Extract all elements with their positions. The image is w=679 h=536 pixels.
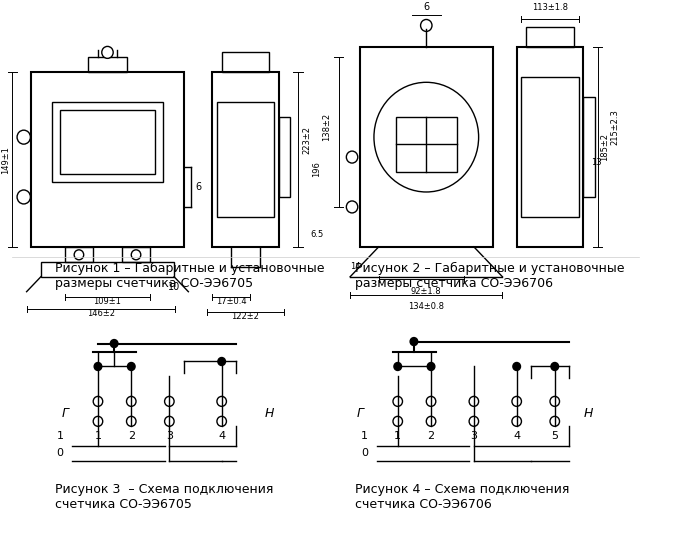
- Circle shape: [469, 416, 479, 426]
- Text: 196: 196: [312, 162, 321, 177]
- Text: 2: 2: [428, 431, 435, 441]
- Text: 146±2: 146±2: [87, 309, 115, 318]
- Text: Г: Г: [61, 407, 68, 420]
- Text: Рисунок 4 – Схема подключения
счетчика СО-ЭЭ6706: Рисунок 4 – Схема подключения счетчика С…: [355, 483, 569, 511]
- Text: 109±1: 109±1: [94, 297, 122, 306]
- Circle shape: [512, 397, 521, 406]
- Circle shape: [394, 362, 401, 370]
- Circle shape: [218, 358, 225, 366]
- Circle shape: [110, 340, 118, 347]
- Circle shape: [74, 250, 84, 260]
- Text: 113±1.8: 113±1.8: [532, 4, 568, 12]
- Circle shape: [17, 130, 31, 144]
- Text: 134±0.8: 134±0.8: [408, 302, 444, 311]
- Circle shape: [512, 416, 521, 426]
- Bar: [212, 72, 279, 247]
- Bar: [41, 262, 174, 277]
- Circle shape: [550, 397, 559, 406]
- Text: 138±2: 138±2: [322, 113, 331, 141]
- Circle shape: [126, 397, 136, 406]
- Circle shape: [426, 397, 436, 406]
- Bar: [526, 27, 574, 47]
- Text: 6.5: 6.5: [310, 230, 323, 240]
- Circle shape: [164, 397, 174, 406]
- Text: 0: 0: [361, 448, 368, 458]
- Bar: [396, 117, 457, 172]
- Bar: [88, 57, 126, 72]
- Text: 17±0.4: 17±0.4: [216, 297, 246, 306]
- Text: 4: 4: [513, 431, 520, 441]
- Circle shape: [393, 416, 403, 426]
- Text: Рисунок 3  – Схема подключения
счетчика СО-ЭЭ6705: Рисунок 3 – Схема подключения счетчика С…: [55, 483, 274, 511]
- Circle shape: [550, 416, 559, 426]
- Text: 215±2.3: 215±2.3: [610, 109, 619, 145]
- Bar: [60, 110, 155, 174]
- Circle shape: [17, 190, 31, 204]
- Circle shape: [131, 250, 141, 260]
- Text: 1: 1: [94, 431, 101, 441]
- Circle shape: [410, 338, 418, 346]
- Text: 0: 0: [56, 448, 63, 458]
- Bar: [583, 97, 595, 197]
- Circle shape: [513, 362, 521, 370]
- Text: 5: 5: [551, 431, 558, 441]
- Circle shape: [469, 397, 479, 406]
- Text: 1: 1: [394, 431, 401, 441]
- Circle shape: [346, 151, 358, 163]
- Circle shape: [102, 47, 113, 58]
- Text: 13: 13: [591, 158, 602, 167]
- Circle shape: [217, 397, 226, 406]
- Text: 185±2: 185±2: [600, 133, 610, 161]
- Text: 2: 2: [128, 431, 135, 441]
- Text: 4: 4: [218, 431, 225, 441]
- Text: 6: 6: [195, 182, 201, 192]
- Circle shape: [427, 362, 435, 370]
- Text: 122±2: 122±2: [232, 311, 259, 321]
- Text: 6: 6: [423, 3, 429, 12]
- Bar: [279, 117, 290, 197]
- Bar: [31, 72, 183, 247]
- Text: 3: 3: [471, 431, 477, 441]
- Circle shape: [164, 416, 174, 426]
- Circle shape: [94, 362, 102, 370]
- Circle shape: [93, 416, 103, 426]
- Circle shape: [93, 397, 103, 406]
- Circle shape: [374, 83, 479, 192]
- Text: Н: Н: [265, 407, 274, 420]
- Text: 92±1.8: 92±1.8: [411, 287, 441, 296]
- Bar: [122, 247, 150, 262]
- Text: 223±2: 223±2: [303, 125, 312, 154]
- Text: Г: Г: [356, 407, 363, 420]
- Text: Рисунок 2 – Габаритные и установочные
размеры счетчика СО-ЭЭ6706: Рисунок 2 – Габаритные и установочные ра…: [355, 262, 625, 290]
- Circle shape: [551, 362, 559, 370]
- Circle shape: [128, 362, 135, 370]
- Bar: [221, 53, 270, 72]
- Bar: [65, 247, 93, 262]
- Bar: [52, 102, 163, 182]
- Circle shape: [126, 416, 136, 426]
- Circle shape: [346, 201, 358, 213]
- Text: 14: 14: [350, 262, 360, 271]
- Bar: [360, 47, 493, 247]
- Circle shape: [217, 416, 226, 426]
- Text: 149±1: 149±1: [1, 146, 10, 174]
- Circle shape: [393, 397, 403, 406]
- Text: 3: 3: [166, 431, 173, 441]
- Text: 10: 10: [168, 282, 180, 292]
- Bar: [521, 77, 579, 217]
- Text: 1: 1: [361, 431, 368, 441]
- Circle shape: [426, 416, 436, 426]
- Bar: [517, 47, 583, 247]
- Text: Рисунок 1 – Габаритные и установочные
размеры счетчика СО-ЭЭ6705: Рисунок 1 – Габаритные и установочные ра…: [55, 262, 325, 290]
- Text: 1: 1: [56, 431, 63, 441]
- Text: Н: Н: [583, 407, 593, 420]
- Circle shape: [420, 19, 432, 32]
- Bar: [217, 102, 274, 217]
